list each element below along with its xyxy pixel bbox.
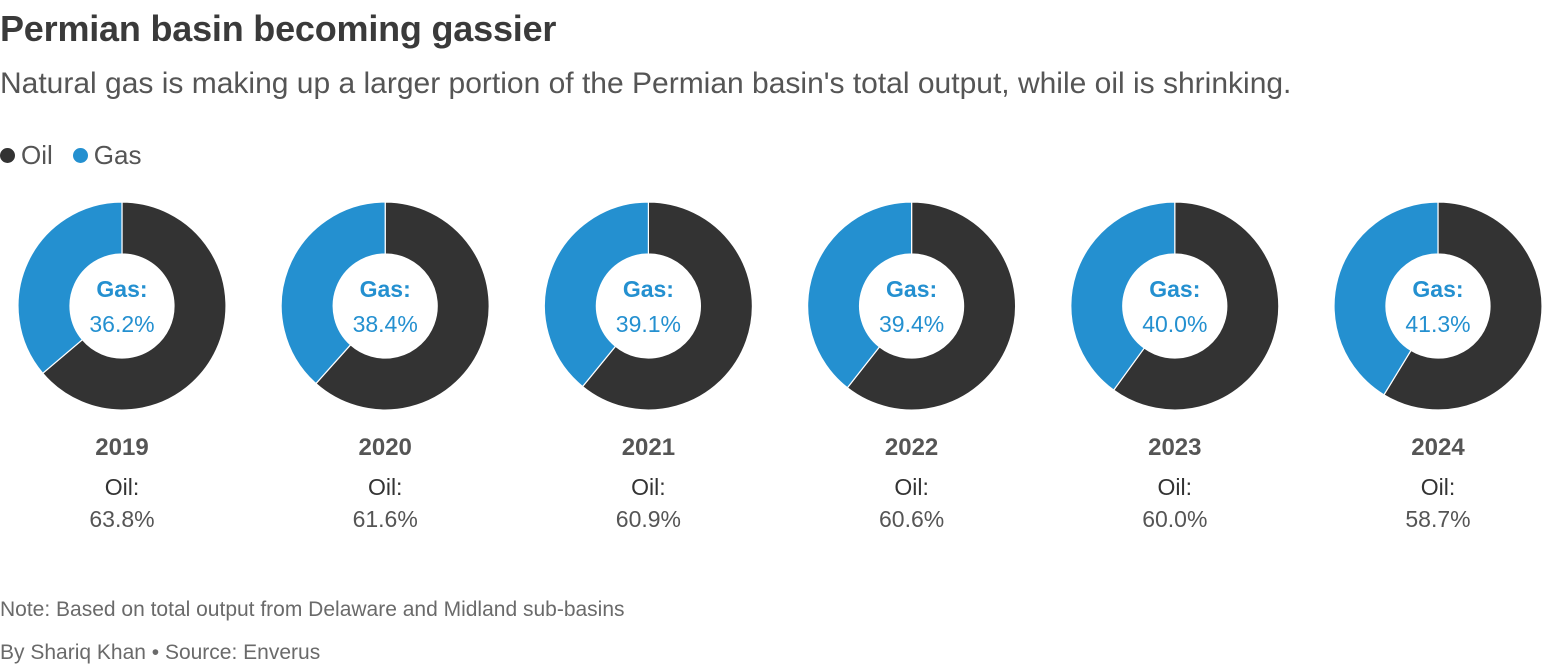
oil-value-2024: 58.7% [1405, 506, 1470, 532]
oil-slice-2024 [1383, 201, 1543, 411]
chart-byline: By Shariq Khan • Source: Enverus [0, 641, 321, 664]
gas-center-label-2019: Gas: [96, 276, 147, 302]
gas-slice-2021 [543, 201, 649, 388]
gas-value-2022: 39.4% [879, 311, 944, 337]
oil-value-2022: 60.6% [879, 506, 944, 532]
donut-2023: Gas: 40.0% 2023 Oil: 60.0% [1070, 201, 1280, 532]
legend-swatch-oil [0, 148, 15, 163]
donut-charts: Gas: 36.2% 2019 Oil: 63.8% Gas: 38.4% 2020 Oil: 6… [17, 201, 1543, 532]
gas-center-label-2024: Gas: [1412, 276, 1463, 302]
year-label-2023: 2023 [1148, 434, 1201, 461]
donut-2024: Gas: 41.3% 2024 Oil: 58.7% [1333, 201, 1543, 532]
year-label-2022: 2022 [885, 434, 938, 461]
gas-slice-2022 [807, 201, 913, 389]
legend: Oil Gas [0, 140, 161, 171]
gas-value-2019: 36.2% [89, 311, 154, 337]
gas-slice-2020 [280, 201, 386, 385]
oil-label-2022: Oil: [894, 474, 929, 500]
year-label-2024: 2024 [1411, 434, 1465, 461]
gas-value-2023: 40.0% [1142, 311, 1207, 337]
gas-value-2020: 38.4% [353, 311, 418, 337]
legend-swatch-gas [72, 148, 88, 163]
chart-title: Permian basin becoming gassier [0, 8, 557, 49]
oil-label-2024: Oil: [1421, 474, 1456, 500]
donut-2022: Gas: 39.4% 2022 Oil: 60.6% [807, 201, 1017, 532]
donut-2019: Gas: 36.2% 2019 Oil: 63.8% [17, 201, 227, 532]
oil-slice-2020 [315, 201, 490, 411]
gas-center-label-2020: Gas: [360, 276, 411, 302]
donut-2020: Gas: 38.4% 2020 Oil: 61.6% [280, 201, 490, 532]
oil-label-2020: Oil: [368, 474, 403, 500]
gas-center-label-2023: Gas: [1149, 276, 1200, 302]
oil-value-2021: 60.9% [616, 506, 681, 532]
legend-label-gas: Gas [93, 140, 142, 170]
year-label-2021: 2021 [622, 434, 675, 461]
oil-value-2023: 60.0% [1142, 506, 1207, 532]
gas-slice-2019 [17, 201, 123, 375]
oil-slice-2021 [581, 201, 753, 411]
gas-value-2021: 39.1% [616, 311, 681, 337]
gas-slice-2024 [1333, 201, 1439, 396]
oil-slice-2023 [1112, 201, 1280, 411]
oil-label-2019: Oil: [105, 474, 140, 500]
oil-slice-2022 [846, 201, 1017, 411]
oil-slice-2019 [41, 201, 227, 411]
oil-value-2020: 61.6% [353, 506, 418, 532]
year-label-2020: 2020 [359, 434, 412, 461]
chart-note: Note: Based on total output from Delawar… [0, 598, 625, 621]
gas-value-2024: 41.3% [1405, 311, 1470, 337]
oil-label-2023: Oil: [1158, 474, 1193, 500]
year-label-2019: 2019 [95, 434, 148, 461]
oil-value-2019: 63.8% [89, 506, 154, 532]
legend-item-oil: Oil [0, 140, 53, 171]
legend-item-gas: Gas [72, 140, 142, 171]
gas-center-label-2022: Gas: [886, 276, 937, 302]
donut-2021: Gas: 39.1% 2021 Oil: 60.9% [543, 201, 753, 532]
gas-slice-2023 [1070, 201, 1176, 391]
legend-label-oil: Oil [21, 140, 53, 170]
gas-center-label-2021: Gas: [623, 276, 674, 302]
chart-subtitle: Natural gas is making up a larger portio… [0, 67, 1292, 100]
oil-label-2021: Oil: [631, 474, 666, 500]
